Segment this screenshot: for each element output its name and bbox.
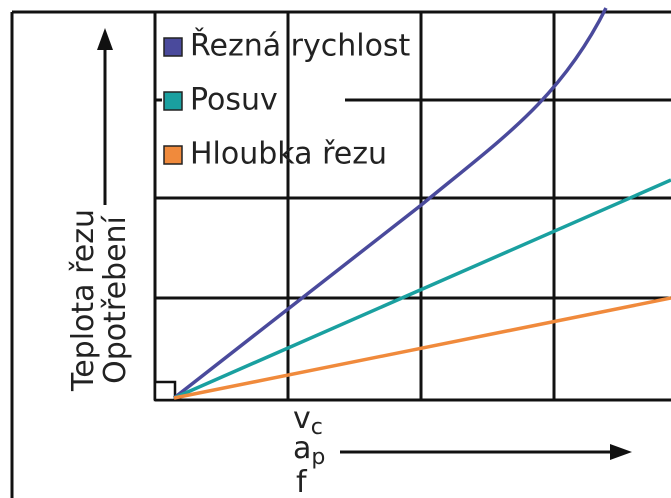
y-arrow	[97, 28, 113, 205]
legend-swatch	[163, 37, 183, 57]
legend-label: Posuv	[190, 83, 278, 118]
y-axis-label: Teplota řezu	[66, 209, 101, 392]
x-axis-label: vc	[293, 401, 323, 440]
y-axis-label: Opotřebení	[98, 214, 133, 383]
x-axis-label: f	[296, 465, 308, 498]
legend-swatch	[163, 145, 183, 165]
curve	[173, 296, 671, 400]
legend-label: Hloubka řezu	[190, 137, 387, 172]
legend-label: Řezná rychlost	[190, 28, 411, 64]
legend: Řezná rychlost Posuv Hloubka řezu	[163, 28, 411, 172]
legend-swatch	[163, 91, 183, 111]
x-axis-label: ap	[293, 431, 325, 470]
grid	[153, 12, 671, 402]
curve	[172, 7, 608, 400]
frame	[10, 10, 671, 498]
x-arrow	[340, 444, 632, 460]
curve	[173, 178, 671, 400]
